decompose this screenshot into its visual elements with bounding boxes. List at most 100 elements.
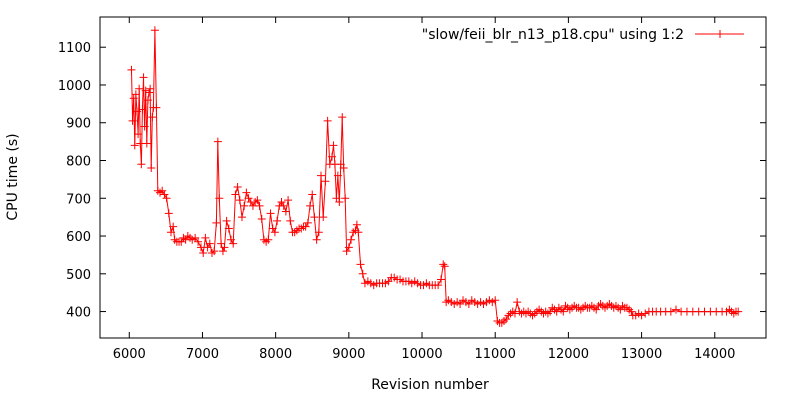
data-point	[156, 188, 165, 197]
data-point	[164, 209, 173, 218]
data-point	[317, 171, 326, 180]
data-point	[347, 235, 356, 244]
axis-ticks: 6000 7000 8000 9000 10000 11000 12000 13000 1400…	[58, 17, 766, 362]
y-tick-label: 400	[66, 306, 91, 321]
data-point	[671, 305, 680, 314]
data-point	[217, 239, 226, 248]
data-point	[135, 84, 144, 93]
data-point	[716, 30, 724, 38]
data-point	[292, 226, 301, 235]
data-point	[152, 103, 161, 112]
data-point	[169, 222, 178, 231]
data-point	[166, 228, 175, 237]
data-point	[147, 164, 156, 173]
x-tick-label: 11000	[475, 347, 516, 362]
data-point	[437, 275, 446, 284]
data-point	[329, 141, 338, 150]
data-point	[284, 196, 293, 205]
data-point	[266, 209, 275, 218]
data-point	[342, 247, 351, 256]
data-point	[641, 309, 650, 318]
data-point	[162, 194, 171, 203]
data-point	[559, 307, 568, 316]
data-point	[312, 235, 321, 244]
legend: "slow/feii_blr_n13_p18.cpu" using 1:2	[422, 27, 744, 43]
data-point	[306, 201, 315, 210]
data-point	[231, 190, 240, 199]
data-point	[314, 228, 323, 237]
data-point	[338, 113, 347, 122]
data-point	[127, 65, 136, 74]
data-point	[344, 243, 353, 252]
data-point	[491, 296, 500, 305]
data-point	[255, 201, 264, 210]
x-tick-label: 8000	[259, 347, 292, 362]
data-point	[242, 188, 251, 197]
data-point	[440, 262, 449, 271]
legend-marker	[716, 30, 724, 38]
data-point	[257, 215, 266, 224]
data-point	[235, 196, 244, 205]
data-point	[143, 96, 152, 105]
data-point	[212, 218, 221, 227]
data-point	[141, 86, 150, 95]
y-tick-label: 800	[66, 155, 91, 170]
data-point	[264, 235, 273, 244]
data-point	[352, 220, 361, 229]
data-point	[201, 233, 210, 242]
data-point	[270, 228, 279, 237]
data-point	[286, 216, 295, 225]
data-point	[220, 243, 229, 252]
data-point	[207, 249, 216, 258]
data-point	[333, 171, 342, 180]
data-point	[434, 281, 443, 290]
data-point	[323, 116, 332, 125]
plot-frame	[99, 16, 767, 339]
data-point	[303, 218, 312, 227]
data-point	[301, 222, 310, 231]
data-point	[358, 269, 367, 278]
data-point	[253, 196, 262, 205]
series-layer	[127, 26, 743, 327]
data-point	[131, 90, 140, 99]
data-point	[145, 88, 154, 97]
data-point	[210, 247, 219, 256]
data-point	[356, 260, 365, 269]
data-point	[734, 307, 743, 316]
data-point	[335, 198, 344, 207]
data-point	[308, 190, 317, 199]
data-point	[277, 198, 286, 207]
x-tick-label: 14000	[694, 347, 735, 362]
data-point	[205, 239, 214, 248]
data-point	[229, 239, 238, 248]
y-tick-label: 1000	[58, 79, 91, 94]
data-point	[139, 73, 148, 82]
data-point	[666, 307, 675, 316]
data-point	[130, 141, 139, 150]
data-point	[224, 224, 233, 233]
data-point	[194, 237, 203, 246]
x-tick-label: 10000	[401, 347, 442, 362]
x-tick-label: 13000	[621, 347, 662, 362]
series-line	[131, 30, 739, 324]
data-point	[590, 303, 599, 312]
data-point	[297, 224, 306, 233]
data-point	[233, 182, 242, 191]
x-tick-label: 6000	[113, 347, 146, 362]
data-point	[199, 249, 208, 258]
data-point	[439, 260, 448, 269]
data-point	[273, 216, 282, 225]
data-point	[637, 311, 646, 320]
x-axis-title: Revision number	[371, 377, 489, 393]
y-tick-label: 1100	[58, 41, 91, 56]
data-point	[158, 186, 167, 195]
y-tick-label: 600	[66, 230, 91, 245]
data-point	[138, 105, 147, 114]
data-point	[170, 235, 179, 244]
data-point	[354, 228, 363, 237]
data-point	[137, 160, 146, 169]
y-tick-label: 700	[66, 192, 91, 207]
data-point	[213, 137, 222, 146]
legend-label: "slow/feii_blr_n13_p18.cpu" using 1:2	[422, 27, 684, 43]
